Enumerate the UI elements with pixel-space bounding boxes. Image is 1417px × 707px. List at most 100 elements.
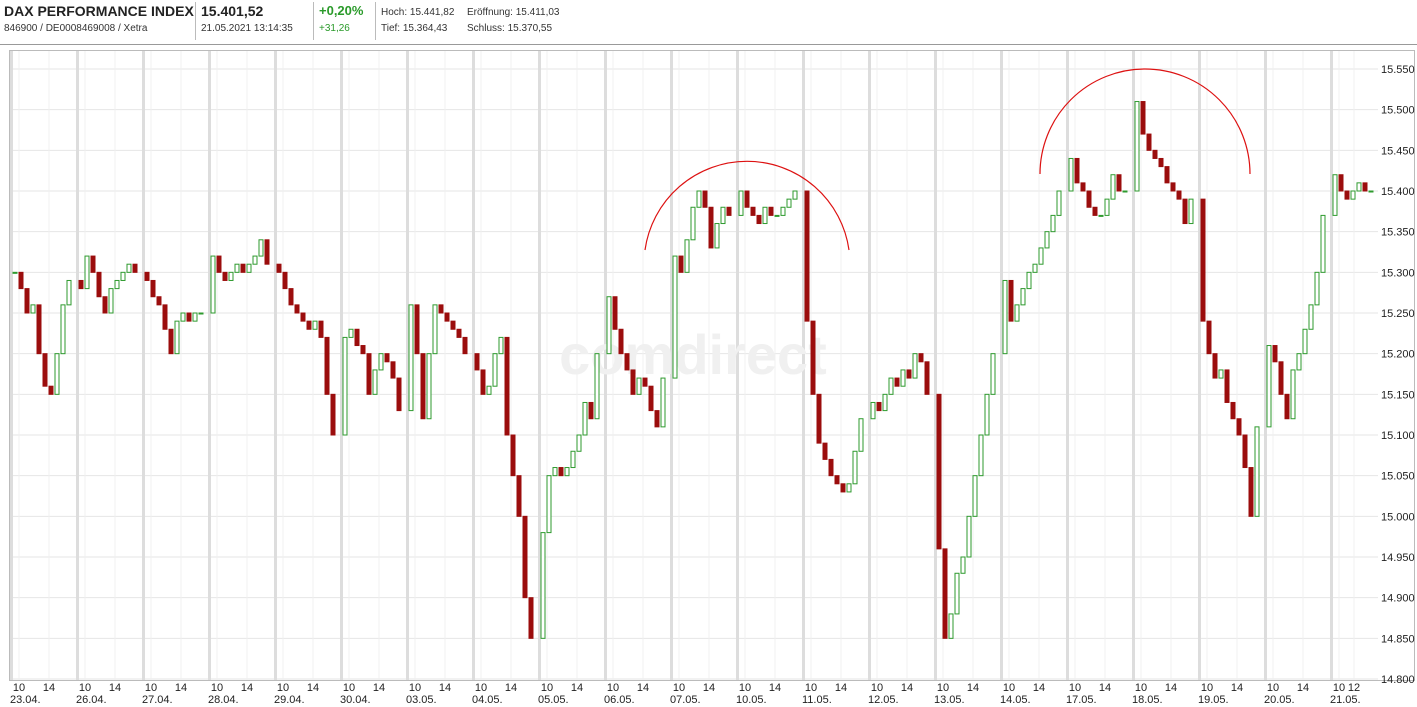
candle — [1008, 279, 1014, 322]
y-tick-label: 15.400 — [1381, 186, 1415, 198]
x-date-label: 20.05. — [1264, 694, 1295, 706]
candle — [1356, 182, 1362, 192]
x-tick-label: 10 — [79, 682, 91, 694]
candle — [1110, 174, 1116, 200]
x-tick-label: 14 — [241, 682, 253, 694]
candle — [1170, 182, 1176, 192]
day-separator — [604, 51, 607, 680]
candle — [366, 353, 372, 395]
candle — [60, 304, 66, 355]
day-separator — [1000, 51, 1003, 680]
candle — [606, 296, 612, 355]
candle — [702, 190, 708, 208]
candle — [126, 263, 132, 273]
candle — [1332, 174, 1338, 216]
candle — [1350, 190, 1356, 200]
day-separator — [538, 51, 541, 680]
candle — [894, 377, 900, 387]
candle — [1254, 426, 1260, 517]
candle — [678, 255, 684, 273]
candle — [1278, 361, 1284, 395]
candle — [504, 336, 510, 436]
timestamp: 21.05.2021 13:14:35 — [201, 23, 293, 34]
candle — [762, 206, 768, 225]
candle — [540, 532, 546, 639]
candle — [294, 304, 300, 314]
candle — [408, 304, 414, 412]
x-date-label: 10.05. — [736, 694, 767, 706]
divider — [313, 2, 314, 40]
candle — [810, 320, 816, 395]
candle — [858, 418, 864, 452]
candle — [690, 206, 696, 241]
candle — [144, 271, 150, 281]
candle — [684, 239, 690, 273]
candle — [150, 279, 156, 298]
candle — [726, 206, 732, 216]
candle — [372, 369, 378, 395]
candle — [1314, 271, 1320, 306]
candle — [1266, 345, 1272, 428]
x-tick-label: 10 — [1267, 682, 1279, 694]
candle — [300, 312, 306, 322]
candle — [18, 271, 24, 290]
candle — [660, 377, 666, 428]
candle — [330, 393, 336, 436]
x-tick-label: 10 — [13, 682, 25, 694]
x-tick-label: 10 — [937, 682, 949, 694]
x-date-label: 17.05. — [1066, 694, 1097, 706]
candle — [906, 369, 912, 379]
candle — [1074, 157, 1080, 184]
x-tick-label: 14 — [637, 682, 649, 694]
x-date-label: 21.05. — [1330, 694, 1361, 706]
chart: comdirect 15.550 15.500 15.450 15.400 15.350… — [9, 50, 1415, 706]
x-tick-label: 10 — [607, 682, 619, 694]
x-tick-label: 14 — [43, 682, 55, 694]
x-tick-label: 10 — [805, 682, 817, 694]
y-tick-label: 15.250 — [1381, 308, 1415, 320]
candle — [312, 320, 318, 330]
identifiers: 846900 / DE0008469008 / Xetra — [4, 23, 148, 34]
candle — [582, 401, 588, 436]
candle — [1224, 369, 1230, 403]
candle — [276, 263, 282, 273]
candle — [936, 393, 942, 550]
x-tick-label: 14 — [439, 682, 451, 694]
day-separator — [934, 51, 937, 680]
candle — [1050, 214, 1056, 233]
candle — [438, 304, 444, 314]
candle — [672, 255, 678, 379]
x-date-label: 04.05. — [472, 694, 503, 706]
candle — [1206, 320, 1212, 355]
candle — [708, 206, 714, 249]
quote-header: DAX PERFORMANCE INDEX 846900 / DE0008469… — [0, 0, 1417, 45]
candle — [1098, 214, 1104, 217]
candle — [180, 312, 186, 322]
candle — [30, 304, 36, 314]
candle — [1236, 418, 1242, 436]
x-tick-label: 10 — [1135, 682, 1147, 694]
divider — [375, 2, 376, 40]
candle — [342, 336, 348, 436]
candle — [1014, 304, 1020, 322]
candle — [696, 190, 702, 208]
candle — [228, 271, 234, 281]
candle — [1068, 157, 1074, 192]
candle — [516, 475, 522, 517]
candle — [912, 353, 918, 379]
index-name: DAX PERFORMANCE INDEX — [4, 3, 194, 19]
candle — [1368, 190, 1374, 193]
candle — [774, 214, 780, 217]
candle — [972, 475, 978, 517]
candle — [1020, 288, 1026, 306]
candle — [1026, 271, 1032, 290]
x-date-label: 19.05. — [1198, 694, 1229, 706]
candle — [990, 353, 996, 395]
candle — [954, 572, 960, 615]
x-tick-label: 10 — [1003, 682, 1015, 694]
candle — [1176, 190, 1182, 200]
change-absolute: +31,26 — [319, 23, 350, 34]
candle — [720, 206, 726, 225]
candle — [576, 434, 582, 452]
y-tick-label: 15.100 — [1381, 430, 1415, 442]
